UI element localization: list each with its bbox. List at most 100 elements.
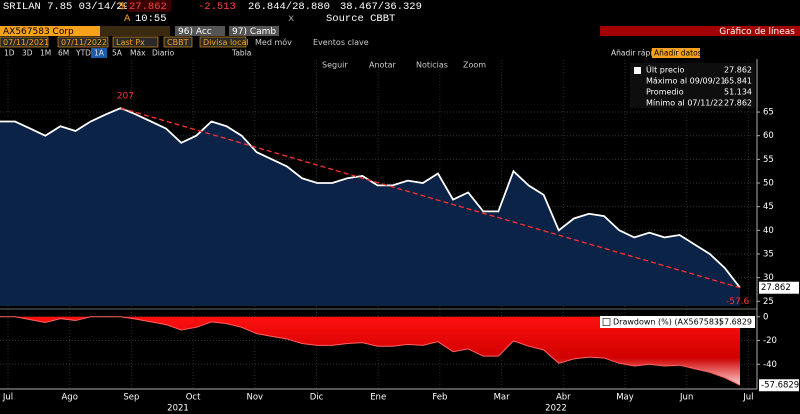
y-tick-label: 25 [763,297,774,307]
period[interactable]: 1A [94,49,105,58]
currency: $ [119,1,125,13]
time: 10:55 [135,13,167,25]
toolbar-button-bg [229,26,279,36]
period-active [91,48,107,58]
dd-legend-swatch [602,318,611,326]
period[interactable]: 1D [4,49,15,58]
x-tick-label: Jul [742,393,753,403]
trend-line [120,107,741,289]
y-tick-label: 65 [763,108,774,118]
drawdown-area [0,316,740,386]
toolbar-button[interactable]: 97) Camb [232,27,276,37]
view-title-bar [600,26,800,36]
setting[interactable]: Last Px [116,38,145,47]
security-box [0,26,100,36]
x-tick-label: Ago [61,393,77,403]
legend-label: Promedio [646,88,684,97]
legend-value: 51.134 [724,88,752,97]
drawdown-line [0,316,741,386]
y-tick-label: 45 [763,202,774,212]
x-tick-label: Jul [2,393,13,403]
x-tick-label: Abr [556,393,571,403]
toolbar-button[interactable]: 96) Acc [178,27,212,37]
price-box [127,0,171,12]
x-year-label: 2021 [167,404,189,414]
x-tick-label: Mar [494,393,511,403]
trend-end-label: -57.6 [726,297,750,307]
period[interactable]: Diario [152,49,175,58]
security-pad [100,26,170,36]
last-value-label: 27.862 [761,283,791,293]
add-data-box [652,48,700,58]
setting[interactable]: Med móv [255,37,292,47]
period[interactable]: 6M [58,49,69,58]
chart-tool[interactable]: Anotar [369,61,396,70]
setting-box [199,36,247,48]
chart-tool[interactable]: Zoom [463,61,486,70]
last-value-label: -57.6829 [761,381,799,391]
y-tick-label: 60 [763,131,774,141]
x-tick-label: Nov [247,393,264,403]
view-title: Gráfico de líneas [719,27,795,37]
period[interactable]: 1M [40,49,51,58]
period[interactable]: 5A [112,49,123,58]
chart-tool[interactable]: Noticias [416,61,448,70]
chart-tool[interactable]: Seguir [322,61,348,70]
trend-start-label: 207 [117,92,134,102]
last-value-box [759,281,799,294]
flag: A [124,13,131,25]
setting-box [57,36,109,48]
legend-swatch [634,67,641,74]
x-tick-label: Ene [370,393,386,403]
last-price: 27.862 [129,1,167,13]
y-tick-label: 50 [763,179,774,189]
x-tick-label: Oct [186,393,201,403]
ticker: SRILAN 7.85 03/14/29 [3,1,129,13]
dd-legend-value: -57.6829 [716,318,752,327]
y-tick-label: 40 [763,226,774,236]
setting[interactable]: 07/11/2021 [3,38,49,47]
add-quick[interactable]: Añadir rápid [611,49,657,58]
legend-value: 27.862 [724,99,752,108]
setting[interactable]: Eventos clave [313,38,369,47]
bid-ask: 26.844/28.880 [248,1,330,13]
change: -2.513 [198,1,236,13]
period[interactable]: 3D [22,49,33,58]
setting[interactable]: CBBT [167,38,189,47]
legend-value: 65.841 [724,77,752,86]
period[interactable]: YTD [75,49,91,58]
y-tick-label: 0 [763,312,768,322]
last-value-box [759,379,799,392]
x-tick-label: Feb [432,393,447,403]
price-area [0,108,740,307]
setting-box [163,36,193,48]
legend-label: Mínimo al 07/11/22 [646,99,723,108]
security: AX567583 Corp [3,27,74,37]
x-tick-label: Jun [679,393,693,403]
y-tick-label: 35 [763,249,774,259]
period[interactable]: Máx [130,49,146,58]
setting[interactable]: Divisa local [203,38,249,47]
legend-bg [630,63,755,108]
legend-value: 27.862 [724,66,752,75]
y-tick-label: 30 [763,273,774,283]
x-year-label: 2022 [545,404,567,414]
high-low: 38.467/36.329 [340,1,422,13]
x-tick-label: Sep [123,393,139,403]
setting-box [112,36,159,48]
dd-legend-bg [600,316,755,328]
marker: x [288,13,294,25]
x-tick-label: Dic [310,393,324,403]
x-tick-label: May [616,393,634,403]
setting-box [0,36,49,48]
dd-legend-label: Drawdown (%) (AX567583) [613,318,722,327]
source: Source CBBT [326,13,395,25]
setting[interactable]: 07/11/2022 [61,38,107,47]
legend-label: Máximo al 09/09/21 [646,77,726,86]
table-button[interactable]: Tabla [231,49,251,58]
toolbar-button-bg [175,26,225,36]
add-data[interactable]: Añadir datos [654,49,702,58]
legend-label: Últ precio [646,64,684,75]
